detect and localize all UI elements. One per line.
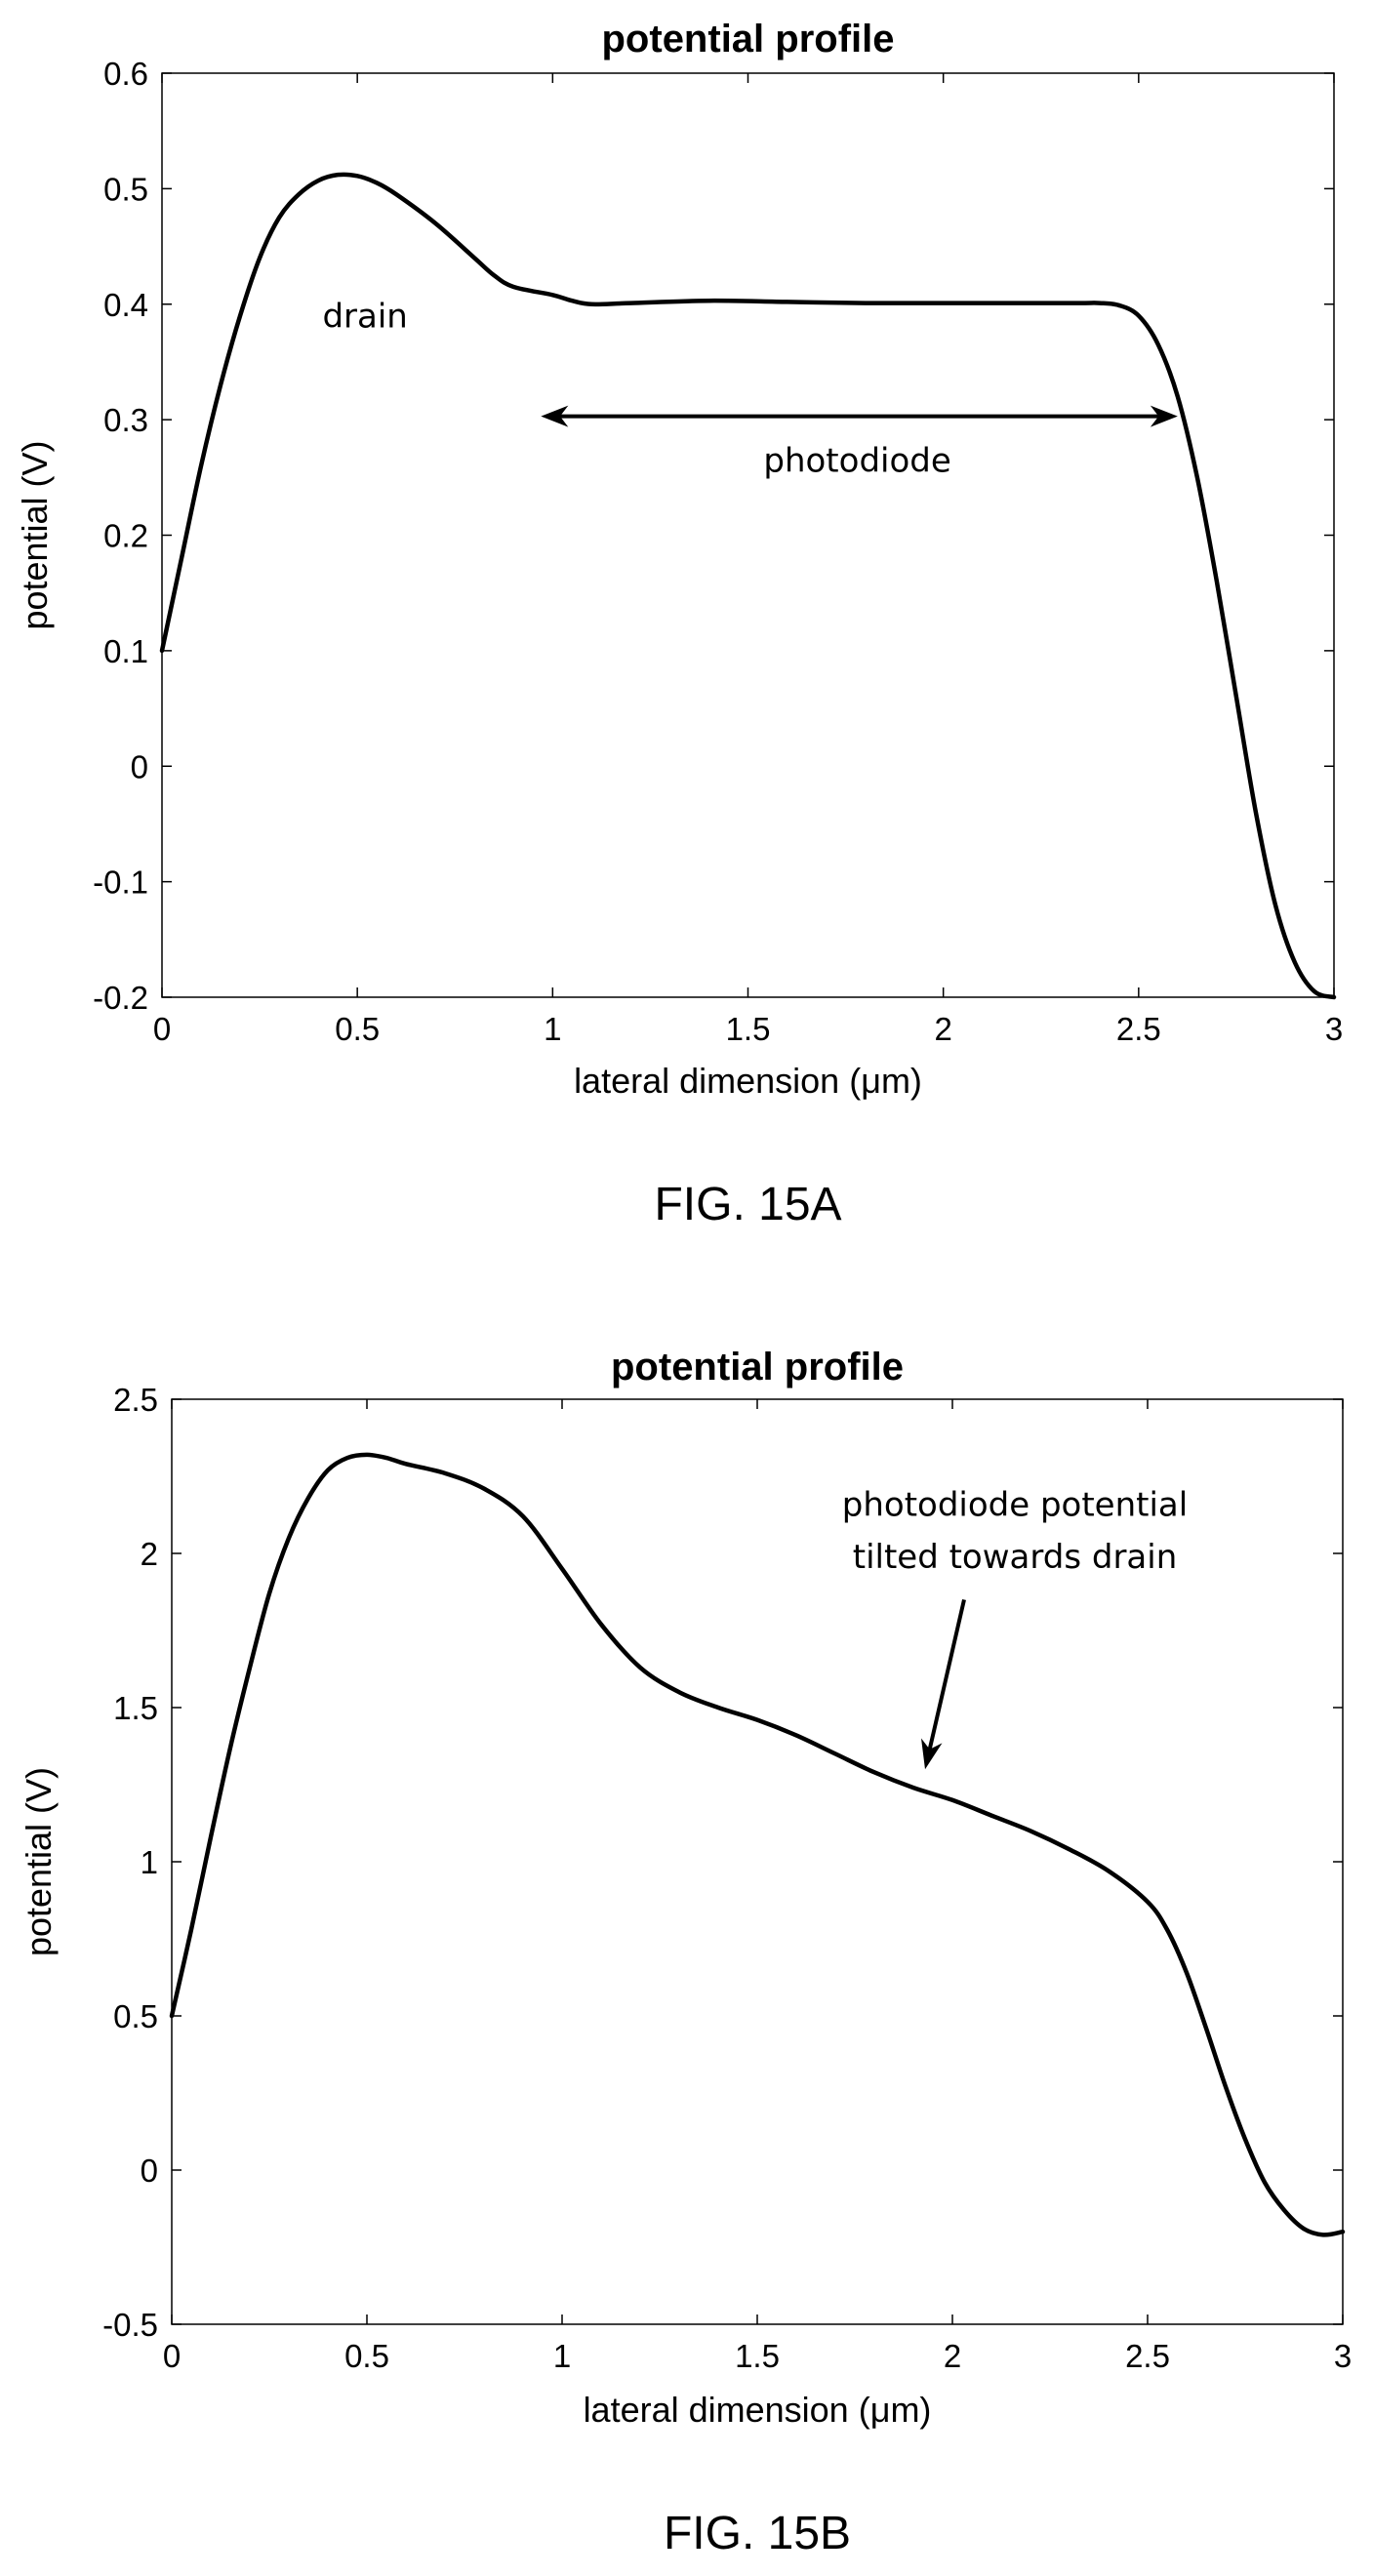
figure-caption: FIG. 15A xyxy=(654,1179,841,1230)
chart-title: potential profile xyxy=(611,1346,904,1389)
x-tick-label: 2.5 xyxy=(1116,1011,1161,1047)
x-axis-label: lateral dimension (μm) xyxy=(584,2390,932,2430)
y-tick-label: -0.1 xyxy=(93,865,148,901)
y-tick-label: 2 xyxy=(141,1536,158,1572)
x-tick-label: 1 xyxy=(553,2338,571,2374)
x-tick-label: 0.5 xyxy=(344,2338,389,2374)
potential-curve xyxy=(159,172,1337,1000)
y-tick-label: 0.4 xyxy=(103,287,148,323)
chart-title: potential profile xyxy=(602,18,895,60)
annotation-text: photodiode xyxy=(763,442,950,481)
y-tick-label: 0 xyxy=(141,2153,158,2189)
x-tick-label: 1.5 xyxy=(726,1011,771,1047)
plot-frame xyxy=(161,72,1335,998)
arrow-head-right xyxy=(1150,405,1178,427)
pointer-arrow-shaft xyxy=(926,1598,966,1755)
pointer-arrow-head xyxy=(921,1738,943,1770)
x-tick-label: 3 xyxy=(1334,2338,1352,2374)
y-tick-label: 2.5 xyxy=(113,1382,158,1418)
x-tick-label: 1 xyxy=(544,1011,561,1047)
x-tick-label: 2 xyxy=(934,1011,951,1047)
y-tick-label: 0.6 xyxy=(103,56,148,92)
y-tick-label: 0.1 xyxy=(103,633,148,669)
x-tick-label: 0.5 xyxy=(335,1011,380,1047)
y-tick-label: -0.5 xyxy=(102,2307,158,2343)
y-tick-label: 0 xyxy=(131,748,148,785)
x-tick-label: 1.5 xyxy=(735,2338,780,2374)
y-tick-label: 0.5 xyxy=(103,171,148,207)
x-tick-label: 3 xyxy=(1325,1011,1343,1047)
y-tick-label: 0.5 xyxy=(113,1998,158,2034)
x-axis-label: lateral dimension (μm) xyxy=(574,1061,922,1101)
potential-curve xyxy=(169,1452,1346,2237)
x-tick-label: 2 xyxy=(944,2338,961,2374)
x-tick-label: 2.5 xyxy=(1125,2338,1170,2374)
figure-caption: FIG. 15B xyxy=(664,2508,851,2559)
y-axis-label: potential (V) xyxy=(15,440,55,629)
y-tick-label: 1 xyxy=(141,1844,158,1880)
y-tick-label: -0.2 xyxy=(93,980,148,1016)
y-tick-label: 0.2 xyxy=(103,518,148,554)
annotation-text: photodiode potential xyxy=(842,1485,1188,1524)
y-tick-label: 0.3 xyxy=(103,402,148,438)
x-tick-label: 0 xyxy=(153,1011,171,1047)
x-tick-label: 0 xyxy=(163,2338,181,2374)
annotation-text: tilted towards drain xyxy=(853,1538,1178,1577)
y-axis-label: potential (V) xyxy=(19,1767,59,1956)
annotation-text: drain xyxy=(322,298,407,337)
y-tick-label: 1.5 xyxy=(113,1690,158,1726)
chart-15b: potential profile 0 0.5 1 1.5 2 2.5 3 2.5 2 1.5 1 0.… xyxy=(19,1346,1352,2559)
chart-15a: potential profile 0 0.5 1 1.5 2 2.5 3 0.6 0.5 0.4 0… xyxy=(15,18,1343,1230)
arrow-head-left xyxy=(541,405,569,427)
